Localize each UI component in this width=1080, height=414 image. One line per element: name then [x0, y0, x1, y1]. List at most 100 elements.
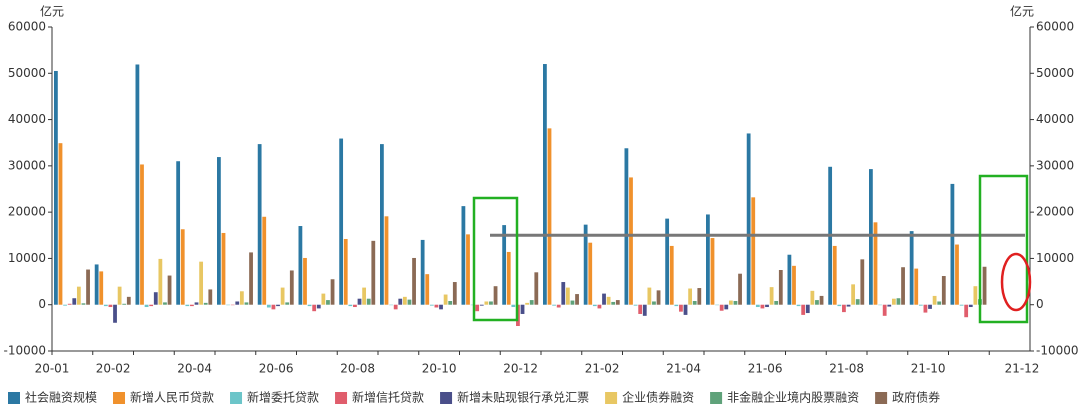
bar [398, 299, 402, 305]
y-tick-label: 0 [38, 297, 46, 311]
bar [262, 217, 266, 305]
legend-swatch [875, 392, 887, 404]
bar [484, 301, 488, 304]
bar [806, 305, 810, 313]
y2-tick-label: 40000 [1036, 112, 1074, 126]
legend-label: 新增委托贷款 [247, 390, 319, 405]
legend-label: 新增未贴现银行承兑汇票 [457, 390, 589, 405]
bar [674, 305, 678, 306]
bar [525, 303, 529, 305]
bar [245, 302, 249, 304]
bar [394, 305, 398, 310]
bar [371, 241, 375, 305]
bar [724, 305, 728, 310]
x-tick-label: 20-02 [96, 362, 131, 376]
bar [149, 305, 153, 306]
x-tick-label: 20-06 [259, 362, 294, 376]
bar [217, 157, 221, 305]
bar [747, 133, 751, 304]
bar [367, 299, 371, 305]
y-tick-label: 50000 [8, 66, 46, 80]
bar [339, 139, 343, 305]
x-tick-label: 21-06 [748, 362, 783, 376]
bar [362, 288, 366, 305]
bar [272, 305, 276, 310]
bar [348, 305, 352, 306]
bar [548, 128, 552, 304]
bar [317, 305, 321, 309]
bar [475, 305, 479, 311]
x-tick-label: 21-08 [829, 362, 864, 376]
bar [729, 301, 733, 305]
bar [308, 305, 312, 306]
bar [751, 197, 755, 304]
x-tick-label: 21-04 [666, 362, 701, 376]
legend-swatch [440, 392, 452, 404]
bar [770, 287, 774, 305]
bar [602, 294, 606, 305]
bar [72, 298, 76, 304]
bar [973, 286, 977, 305]
y-tick-label: 20000 [8, 205, 46, 219]
bar [312, 305, 316, 311]
bar [883, 305, 887, 316]
bar [326, 300, 330, 305]
bar [761, 305, 765, 309]
bar [403, 297, 407, 305]
bar [951, 184, 955, 305]
bar [480, 305, 484, 306]
bar [154, 292, 158, 304]
legend-swatch [230, 392, 242, 404]
legend-label: 社会融资规模 [25, 390, 97, 405]
bar [104, 305, 108, 306]
bar [421, 240, 425, 305]
x-tick-label: 21-02 [585, 362, 620, 376]
x-tick-label: 21-12 [1005, 362, 1040, 376]
legend-swatch [335, 392, 347, 404]
bar [439, 305, 443, 310]
bar [897, 298, 901, 304]
bar [54, 71, 58, 305]
bar [358, 299, 362, 305]
bar [385, 216, 389, 304]
bar [983, 267, 987, 305]
bar [734, 301, 738, 305]
bar [530, 300, 534, 305]
legend-label: 新增人民币贷款 [130, 390, 214, 405]
bar [629, 177, 633, 304]
y-tick-label: -10000 [3, 344, 46, 358]
bar [425, 274, 429, 305]
x-tick-label: 21-10 [911, 362, 946, 376]
bar [176, 161, 180, 304]
bar [688, 289, 692, 305]
bar [285, 302, 289, 304]
bar [321, 294, 325, 305]
bar [145, 305, 149, 307]
y2-tick-label: 20000 [1036, 205, 1074, 219]
bar [593, 305, 597, 306]
bar [969, 305, 973, 307]
bar [466, 234, 470, 304]
bar [765, 305, 769, 307]
bar [168, 276, 172, 305]
bar [598, 305, 602, 309]
bar [706, 214, 710, 304]
bar [511, 305, 515, 307]
bar [797, 305, 801, 306]
bar [353, 305, 357, 307]
bar [557, 305, 561, 308]
bar [901, 267, 905, 304]
bar [779, 270, 783, 305]
bar [788, 255, 792, 305]
bar [95, 264, 99, 304]
bar [63, 305, 67, 306]
bar [552, 305, 556, 306]
highlight-box [980, 176, 1027, 322]
bar [185, 305, 189, 306]
bar [679, 305, 683, 312]
y-tick-label: 10000 [8, 251, 46, 265]
bar [960, 305, 964, 306]
y2-tick-label: 10000 [1036, 251, 1074, 265]
bar [99, 271, 103, 304]
bar [892, 299, 896, 305]
